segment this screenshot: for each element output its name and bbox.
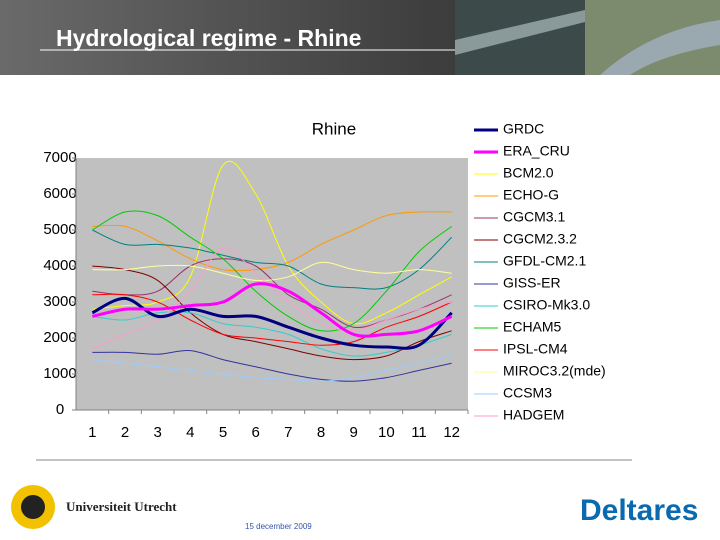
x-tick-label: 7 xyxy=(284,424,292,441)
y-tick-label: 7000 xyxy=(43,149,76,166)
y-tick-label: 6000 xyxy=(43,185,76,202)
y-tick-label: 3000 xyxy=(43,293,76,310)
series-line xyxy=(91,296,453,350)
series-line xyxy=(92,355,452,382)
series-line xyxy=(92,247,452,350)
legend-label: BCM2.0 xyxy=(503,165,554,181)
x-tick-label: 8 xyxy=(317,424,325,441)
series-line xyxy=(92,311,452,357)
legend-label: ERA_CRU xyxy=(503,143,570,159)
slide-title: Hydrological regime - Rhine xyxy=(56,25,361,51)
series-line xyxy=(92,349,452,382)
legend-label: CSIRO-Mk3.0 xyxy=(503,297,590,313)
x-tick-label: 3 xyxy=(153,424,161,441)
x-tick-label: 5 xyxy=(219,424,227,441)
company-logo: Deltares xyxy=(580,494,698,527)
university-name: Universiteit Utrecht xyxy=(66,499,177,514)
legend-label: ECHO-G xyxy=(503,187,559,203)
bridge xyxy=(455,10,585,55)
series-line xyxy=(92,293,452,346)
x-tick-label: 2 xyxy=(121,424,129,441)
legend-label: GRDC xyxy=(503,121,544,137)
x-tick-label: 4 xyxy=(186,424,194,441)
slide-date: 15 december 2009 xyxy=(245,522,312,531)
series-line xyxy=(91,282,453,338)
legend-label: IPSL-CM4 xyxy=(503,341,568,357)
uu-logo-center xyxy=(21,495,45,519)
x-tick-label: 11 xyxy=(411,424,427,441)
series-line xyxy=(92,229,453,290)
series-line xyxy=(92,265,452,361)
legend-label: CGCM3.1 xyxy=(503,209,565,225)
x-tick-label: 6 xyxy=(251,424,259,441)
series-line xyxy=(92,210,452,332)
y-tick-label: 0 xyxy=(56,401,64,418)
x-tick-label: 9 xyxy=(349,424,357,441)
x-tick-label: 10 xyxy=(378,424,395,441)
legend-label: ECHAM5 xyxy=(503,319,562,335)
x-tick-label: 1 xyxy=(88,424,96,441)
river xyxy=(600,20,720,75)
legend-label: GFDL-CM2.1 xyxy=(503,253,586,269)
y-tick-label: 4000 xyxy=(43,257,76,274)
legend-label: HADGEM xyxy=(503,407,564,423)
legend-label: GISS-ER xyxy=(503,275,561,291)
legend-label: CGCM2.3.2 xyxy=(503,231,577,247)
y-tick-label: 1000 xyxy=(43,365,76,382)
series-line xyxy=(92,211,452,272)
legend-label: MIROC3.2(mde) xyxy=(503,363,606,379)
series-line xyxy=(92,261,452,282)
chart-title: Rhine xyxy=(312,119,356,138)
y-tick-label: 2000 xyxy=(43,329,76,346)
y-tick-label: 5000 xyxy=(43,221,76,238)
legend-label: CCSM3 xyxy=(503,385,552,401)
x-tick-label: 12 xyxy=(443,424,460,441)
